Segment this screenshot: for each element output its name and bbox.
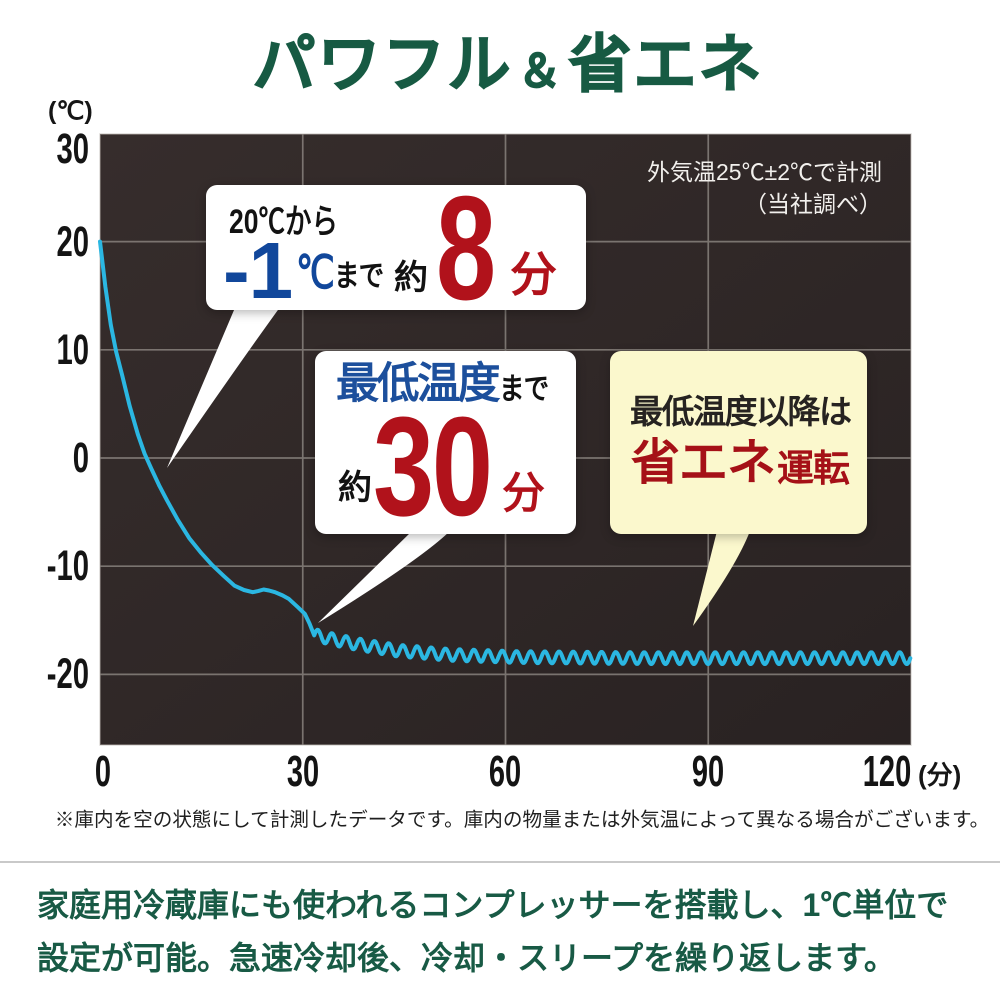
y-tick-label: 10: [56, 325, 89, 374]
callout-eco-highlight: 省エネ: [631, 436, 776, 490]
callout-30min: 最低温度 まで 約 30 分: [315, 351, 576, 545]
callout-eco: 最低温度以降は 省エネ 運転: [610, 351, 867, 534]
note-line2: （当社調べ）: [744, 191, 882, 217]
callout-8min-unit: 分: [510, 248, 557, 301]
page-title: パワフル ＆省エネ: [8, 33, 1000, 97]
x-axis-unit: (分): [918, 760, 962, 790]
y-axis-unit: (℃): [48, 97, 93, 125]
bottom-description-line2: 設定が可能。急速冷却後、冷却・スリープを繰り返します。: [37, 940, 896, 976]
bottom-description-line1: 家庭用冷蔵庫にも使われるコンプレッサーを搭載し、1℃単位で: [37, 887, 949, 923]
callout-eco-tail: [693, 531, 750, 626]
callout-30min-to: まで: [499, 373, 549, 406]
callout-8min: 20℃から -1 ℃ まで 約 8 分: [206, 175, 586, 323]
callout-8min-value: 8: [436, 166, 497, 331]
callout-30min-approx: 約: [338, 469, 372, 507]
callout-30min-target: 最低温度: [336, 360, 501, 408]
callout-eco-suffix: 運転: [777, 448, 850, 489]
x-tick-label: 90: [692, 747, 725, 796]
callout-8min-to: まで: [334, 260, 384, 293]
callout-8min-temp-unit: ℃: [296, 246, 335, 298]
measurement-note: 外気温25℃±2℃で計測 （当社調べ）: [647, 156, 882, 220]
title-ampersand: ＆: [517, 47, 564, 96]
temperature-line: [98, 239, 913, 666]
callout-30min-unit: 分: [502, 470, 545, 518]
y-tick-label: -20: [46, 650, 89, 699]
callout-8min-temp: -1: [223, 226, 293, 315]
y-tick-label: 20: [56, 217, 89, 266]
callout-8min-prefix: 20℃から: [229, 203, 339, 241]
x-tick-label: 120: [862, 747, 912, 796]
title-part1: パワフル: [252, 30, 513, 100]
y-tick-label: -10: [46, 542, 89, 591]
callout-8min-tail: [167, 303, 283, 468]
note-line1: 外気温25℃±2℃で計測: [647, 159, 882, 185]
bottom-description: 家庭用冷蔵庫にも使われるコンプレッサーを搭載し、1℃単位で 設定が可能。急速冷却…: [37, 879, 948, 985]
callout-30min-value: 30: [373, 387, 493, 545]
x-tick-label: 0: [94, 747, 112, 796]
x-tick-label: 30: [286, 747, 319, 796]
callout-eco-line1: 最低温度以降は: [630, 393, 852, 430]
callout-30min-tail: [318, 531, 450, 623]
callout-8min-approx: 約: [394, 259, 428, 297]
footnote: ※庫内を空の状態にして計測したデータです。庫内の物量または外気温によって異なる場…: [54, 809, 990, 831]
title-part2: 省エネ: [568, 30, 764, 100]
y-tick-label: 0: [72, 434, 89, 482]
x-tick-label: 60: [489, 747, 522, 796]
divider-line: [0, 861, 1000, 863]
y-tick-label: 30: [56, 125, 89, 173]
